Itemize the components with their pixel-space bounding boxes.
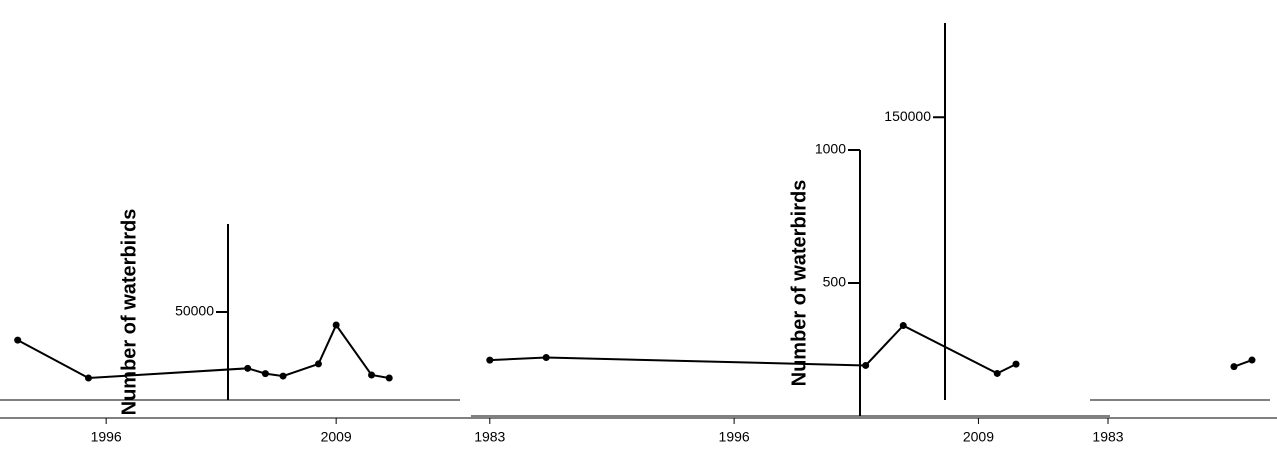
data-point	[279, 372, 287, 380]
data-point	[1012, 360, 1020, 368]
x-tick-label: 2009	[321, 429, 352, 445]
data-point	[486, 356, 494, 364]
data-point	[368, 371, 376, 379]
data-point	[14, 336, 22, 344]
data-point	[993, 369, 1001, 377]
data-point	[332, 321, 340, 329]
y-tick-label: 1000	[815, 141, 846, 157]
y-tick-label: 150000	[884, 108, 931, 124]
data-point	[385, 374, 393, 382]
x-tick-label: 2009	[963, 429, 994, 445]
data-point	[261, 370, 269, 378]
y-axis-label: Number of waterbirds	[118, 209, 140, 416]
data-point	[542, 353, 550, 361]
data-point	[244, 364, 252, 372]
data-line	[17, 323, 390, 380]
data-point	[1230, 363, 1238, 371]
x-tick-label: 1983	[1092, 429, 1123, 445]
x-tick-label: 1996	[719, 429, 750, 445]
x-tick-label: 1996	[91, 429, 122, 445]
y-tick-label: 500	[823, 274, 847, 290]
y-tick-label: 50000	[175, 303, 214, 319]
data-point	[862, 361, 870, 369]
data-line	[489, 324, 1017, 375]
data-point	[314, 360, 322, 368]
x-tick-label: 1983	[474, 429, 505, 445]
y-axis-label: Number of waterbirds	[788, 180, 810, 387]
data-point	[84, 374, 92, 382]
data-point	[899, 322, 907, 330]
data-point	[1248, 356, 1256, 364]
